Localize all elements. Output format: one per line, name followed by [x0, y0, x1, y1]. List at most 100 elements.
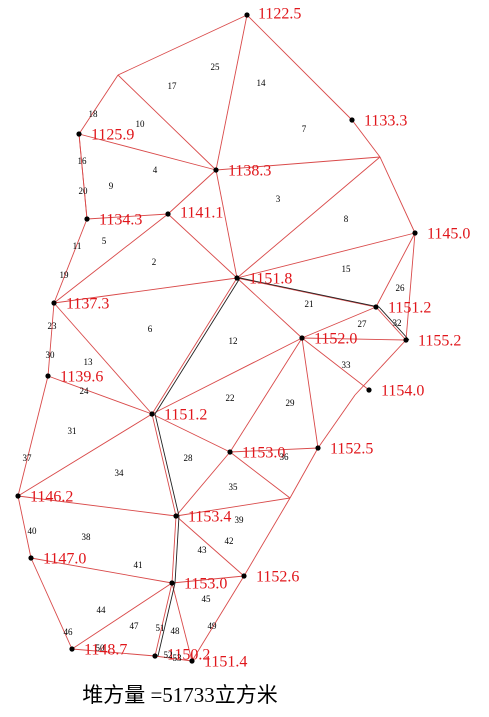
vertex	[45, 373, 51, 379]
elevation-label: 1141.1	[180, 205, 223, 222]
edge	[236, 277, 303, 339]
triangle-number: 30	[46, 350, 56, 360]
edge	[171, 582, 193, 662]
edge	[354, 339, 407, 396]
edge	[71, 582, 173, 650]
vertex	[173, 513, 179, 519]
vertex	[403, 337, 409, 343]
breakline	[154, 277, 241, 657]
edge	[301, 306, 377, 339]
elevation-label: 1152.6	[256, 569, 299, 586]
triangle-number: 49	[208, 621, 218, 631]
vertex	[412, 230, 418, 236]
edge	[154, 582, 173, 657]
triangle-number: 24	[80, 386, 90, 396]
edge	[17, 495, 32, 559]
triangle-number: 41	[134, 560, 143, 570]
edge	[379, 156, 416, 234]
edge	[151, 413, 231, 453]
edge	[154, 655, 193, 662]
triangle-number: 43	[198, 545, 208, 555]
triangle-number: 35	[229, 482, 239, 492]
elevation-label: 1155.2	[418, 333, 461, 350]
edge	[171, 515, 177, 584]
elevation-label: 1151.8	[249, 271, 292, 288]
edge	[71, 648, 156, 657]
elevation-label: 1151.4	[204, 654, 247, 671]
triangle-number: 6	[148, 324, 153, 334]
edge	[229, 337, 303, 453]
elevation-label: 1152.0	[314, 331, 357, 348]
triangle-number: 18	[89, 109, 99, 119]
triangle-number: 34	[115, 468, 125, 478]
edge	[78, 133, 217, 171]
elevation-label: 1139.6	[60, 369, 103, 386]
vertex	[15, 493, 21, 499]
edge	[53, 302, 153, 415]
vertex	[241, 573, 247, 579]
edge	[78, 74, 119, 135]
elevation-label: 1145.0	[427, 226, 470, 243]
triangle-number: 13	[84, 357, 94, 367]
edge	[175, 497, 291, 517]
triangle-number: 12	[229, 336, 238, 346]
edge	[30, 557, 73, 650]
triangle-number: 36	[280, 452, 290, 462]
triangle-number: 46	[64, 627, 74, 637]
triangle-number: 47	[130, 621, 140, 631]
triangle-number: 4	[153, 165, 158, 175]
vertex	[69, 646, 75, 652]
elevation-label: 1151.2	[388, 300, 431, 317]
triangle-number: 22	[226, 393, 235, 403]
edge	[17, 495, 177, 517]
triangle-number: 44	[97, 605, 107, 615]
edge	[301, 337, 370, 391]
elevation-label: 1153.0	[184, 576, 227, 593]
edge	[86, 213, 169, 220]
elevation-label: 1150.2	[167, 647, 210, 664]
triangle-number: 2	[152, 257, 157, 267]
edge	[17, 413, 153, 497]
edge	[53, 277, 238, 304]
edge	[171, 575, 245, 584]
triangle-number: 51	[156, 623, 165, 633]
elevation-label: 1134.3	[99, 212, 142, 229]
triangle-number: 31	[68, 426, 77, 436]
edge	[405, 232, 416, 341]
vertex	[84, 216, 90, 222]
vertex	[213, 167, 219, 173]
triangle-number: 48	[171, 626, 181, 636]
footer: 堆方量 =51733立方米	[82, 683, 278, 707]
triangle-number: 19	[60, 270, 70, 280]
edge	[246, 14, 353, 121]
elevation-label: 1154.0	[381, 383, 424, 400]
vertex	[366, 387, 372, 393]
triangle-number: 26	[396, 283, 406, 293]
edge	[243, 497, 291, 577]
triangle-number: 23	[48, 321, 58, 331]
triangle-number: 16	[78, 156, 88, 166]
edge	[229, 447, 319, 453]
elevation-label: 1153.0	[242, 445, 285, 462]
elevation-label: 1151.2	[164, 407, 207, 424]
elevation-label: 1147.0	[43, 551, 86, 568]
edge	[17, 375, 49, 497]
edge	[151, 337, 303, 415]
triangle-number: 40	[28, 526, 38, 536]
edge	[167, 169, 217, 215]
edge	[215, 169, 238, 279]
edge	[289, 447, 319, 499]
vertex	[315, 445, 321, 451]
triangle-number: 14	[257, 78, 267, 88]
triangle-number: 11	[73, 241, 82, 251]
triangle-number: 45	[202, 594, 212, 604]
edge	[236, 232, 416, 279]
triangle-number: 3	[276, 194, 281, 204]
triangle-number: 38	[82, 532, 92, 542]
triangle-number: 15	[342, 264, 352, 274]
elevation-label: 1122.5	[258, 6, 301, 23]
triangle-number: 27	[358, 319, 368, 329]
vertex	[76, 131, 82, 137]
triangle-number: 20	[79, 186, 89, 196]
